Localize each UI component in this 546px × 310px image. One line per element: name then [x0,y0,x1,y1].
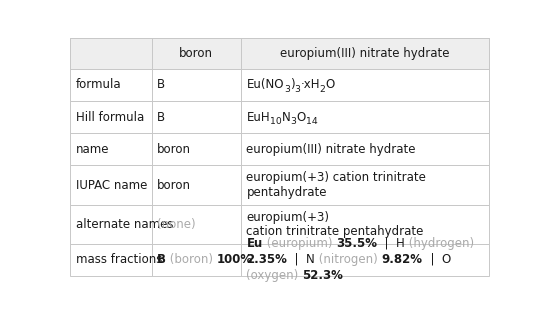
Text: 3: 3 [294,85,300,94]
Text: N: N [282,111,290,124]
Text: cation trinitrate pentahydrate: cation trinitrate pentahydrate [246,225,424,238]
Text: 35.5%: 35.5% [336,237,377,250]
Bar [241,38,489,69]
Text: alternate names: alternate names [76,218,174,231]
Bar [70,244,152,276]
Text: ·xH: ·xH [300,78,320,91]
Text: EuH: EuH [246,111,270,124]
Text: europium(III) nitrate hydrate: europium(III) nitrate hydrate [280,47,450,60]
Bar [152,38,241,69]
Text: (boron): (boron) [166,253,217,266]
Text: 2: 2 [320,85,325,94]
Text: |  O: | O [423,253,451,266]
Text: 100%: 100% [217,253,253,266]
Text: Eu: Eu [246,237,263,250]
Text: (oxygen): (oxygen) [246,269,302,282]
Text: pentahydrate: pentahydrate [246,186,327,199]
Bar [152,101,241,133]
Bar [241,165,489,205]
Text: O: O [296,111,306,124]
Bar [70,38,152,69]
Bar [241,205,489,244]
Text: B: B [157,78,165,91]
Text: formula: formula [76,78,122,91]
Bar [70,205,152,244]
Bar [70,133,152,165]
Text: |  H: | H [377,237,405,250]
Bar [152,133,241,165]
Bar [70,165,152,205]
Text: (europium): (europium) [263,237,336,250]
Text: ): ) [290,78,294,91]
Text: 14: 14 [306,117,317,126]
Bar [70,69,152,101]
Text: 2.35%: 2.35% [246,253,287,266]
Text: boron: boron [179,47,213,60]
Text: 10: 10 [270,117,282,126]
Text: 52.3%: 52.3% [302,269,343,282]
Bar [152,38,241,69]
Text: europium(III) nitrate hydrate: europium(III) nitrate hydrate [246,143,416,156]
Bar [152,69,241,101]
Text: Eu(NO: Eu(NO [246,78,284,91]
Bar [152,244,241,276]
Text: europium(+3) cation trinitrate: europium(+3) cation trinitrate [246,171,426,184]
Text: O: O [325,78,335,91]
Bar [241,38,489,69]
Text: B: B [157,253,166,266]
Text: 3: 3 [284,85,290,94]
Text: boron: boron [157,143,191,156]
Text: europium(+3): europium(+3) [246,210,329,224]
Bar [241,69,489,101]
Bar [241,101,489,133]
Bar [70,38,152,69]
Bar [152,165,241,205]
Bar [152,205,241,244]
Text: name: name [76,143,109,156]
Bar [70,101,152,133]
Text: boron: boron [157,179,191,192]
Text: B: B [157,111,165,124]
Text: |  N: | N [287,253,315,266]
Text: 3: 3 [290,117,296,126]
Bar [241,133,489,165]
Text: 9.82%: 9.82% [382,253,423,266]
Text: (nitrogen): (nitrogen) [315,253,382,266]
Text: (hydrogen): (hydrogen) [405,237,474,250]
Bar [241,244,489,276]
Text: IUPAC name: IUPAC name [76,179,147,192]
Text: (none): (none) [157,218,195,231]
Text: mass fractions: mass fractions [76,253,162,266]
Text: Hill formula: Hill formula [76,111,144,124]
